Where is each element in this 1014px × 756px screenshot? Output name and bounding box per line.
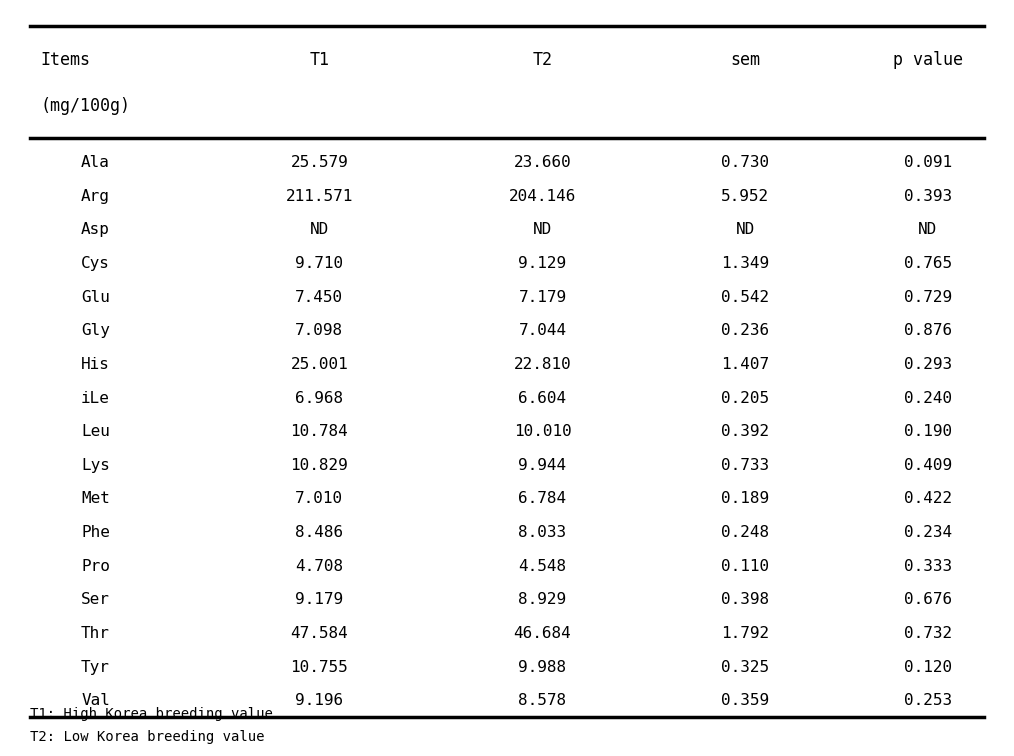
- Text: 6.604: 6.604: [518, 391, 567, 405]
- Text: 0.729: 0.729: [903, 290, 952, 305]
- Text: 0.190: 0.190: [903, 424, 952, 439]
- Text: 0.398: 0.398: [721, 593, 770, 607]
- Text: Cys: Cys: [81, 256, 110, 271]
- Text: T2: T2: [532, 51, 553, 70]
- Text: 8.486: 8.486: [295, 525, 344, 540]
- Text: p value: p value: [892, 51, 963, 70]
- Text: 0.542: 0.542: [721, 290, 770, 305]
- Text: 0.422: 0.422: [903, 491, 952, 507]
- Text: iLe: iLe: [81, 391, 110, 405]
- Text: Val: Val: [81, 693, 110, 708]
- Text: 0.091: 0.091: [903, 155, 952, 170]
- Text: 6.784: 6.784: [518, 491, 567, 507]
- Text: T1: T1: [309, 51, 330, 70]
- Text: Items: Items: [41, 51, 90, 70]
- Text: 0.234: 0.234: [903, 525, 952, 540]
- Text: 0.409: 0.409: [903, 458, 952, 472]
- Text: 0.240: 0.240: [903, 391, 952, 405]
- Text: Tyr: Tyr: [81, 660, 110, 674]
- Text: T2: Low Korea breeding value: T2: Low Korea breeding value: [30, 730, 265, 744]
- Text: 1.792: 1.792: [721, 626, 770, 641]
- Text: ND: ND: [736, 222, 754, 237]
- Text: 211.571: 211.571: [286, 189, 353, 203]
- Text: Thr: Thr: [81, 626, 110, 641]
- Text: 9.179: 9.179: [295, 593, 344, 607]
- Text: 10.829: 10.829: [291, 458, 348, 472]
- Text: 25.001: 25.001: [291, 357, 348, 372]
- Text: 10.010: 10.010: [514, 424, 571, 439]
- Text: 0.325: 0.325: [721, 660, 770, 674]
- Text: ND: ND: [919, 222, 937, 237]
- Text: 0.205: 0.205: [721, 391, 770, 405]
- Text: 0.359: 0.359: [721, 693, 770, 708]
- Text: 0.876: 0.876: [903, 324, 952, 338]
- Text: 1.349: 1.349: [721, 256, 770, 271]
- Text: 10.784: 10.784: [291, 424, 348, 439]
- Text: Ala: Ala: [81, 155, 110, 170]
- Text: His: His: [81, 357, 110, 372]
- Text: Ser: Ser: [81, 593, 110, 607]
- Text: Asp: Asp: [81, 222, 110, 237]
- Text: 7.450: 7.450: [295, 290, 344, 305]
- Text: (mg/100g): (mg/100g): [41, 97, 131, 115]
- Text: 0.293: 0.293: [903, 357, 952, 372]
- Text: 47.584: 47.584: [291, 626, 348, 641]
- Text: 8.929: 8.929: [518, 593, 567, 607]
- Text: 0.333: 0.333: [903, 559, 952, 574]
- Text: 22.810: 22.810: [514, 357, 571, 372]
- Text: 9.988: 9.988: [518, 660, 567, 674]
- Text: 0.110: 0.110: [721, 559, 770, 574]
- Text: 0.120: 0.120: [903, 660, 952, 674]
- Text: 0.732: 0.732: [903, 626, 952, 641]
- Text: 9.944: 9.944: [518, 458, 567, 472]
- Text: 7.010: 7.010: [295, 491, 344, 507]
- Text: 7.179: 7.179: [518, 290, 567, 305]
- Text: 23.660: 23.660: [514, 155, 571, 170]
- Text: Gly: Gly: [81, 324, 110, 338]
- Text: 7.044: 7.044: [518, 324, 567, 338]
- Text: 0.765: 0.765: [903, 256, 952, 271]
- Text: Leu: Leu: [81, 424, 110, 439]
- Text: 9.196: 9.196: [295, 693, 344, 708]
- Text: ND: ND: [310, 222, 329, 237]
- Text: 1.407: 1.407: [721, 357, 770, 372]
- Text: 0.392: 0.392: [721, 424, 770, 439]
- Text: 0.189: 0.189: [721, 491, 770, 507]
- Text: 0.253: 0.253: [903, 693, 952, 708]
- Text: Arg: Arg: [81, 189, 110, 203]
- Text: 4.708: 4.708: [295, 559, 344, 574]
- Text: 46.684: 46.684: [514, 626, 571, 641]
- Text: 204.146: 204.146: [509, 189, 576, 203]
- Text: Pro: Pro: [81, 559, 110, 574]
- Text: 7.098: 7.098: [295, 324, 344, 338]
- Text: 6.968: 6.968: [295, 391, 344, 405]
- Text: T1: High Korea breeding value: T1: High Korea breeding value: [30, 708, 274, 721]
- Text: 0.393: 0.393: [903, 189, 952, 203]
- Text: 10.755: 10.755: [291, 660, 348, 674]
- Text: sem: sem: [730, 51, 760, 70]
- Text: 9.129: 9.129: [518, 256, 567, 271]
- Text: 8.033: 8.033: [518, 525, 567, 540]
- Text: 5.952: 5.952: [721, 189, 770, 203]
- Text: 9.710: 9.710: [295, 256, 344, 271]
- Text: ND: ND: [533, 222, 552, 237]
- Text: 0.676: 0.676: [903, 593, 952, 607]
- Text: Glu: Glu: [81, 290, 110, 305]
- Text: 0.248: 0.248: [721, 525, 770, 540]
- Text: 8.578: 8.578: [518, 693, 567, 708]
- Text: 0.236: 0.236: [721, 324, 770, 338]
- Text: 0.730: 0.730: [721, 155, 770, 170]
- Text: Lys: Lys: [81, 458, 110, 472]
- Text: 4.548: 4.548: [518, 559, 567, 574]
- Text: 0.733: 0.733: [721, 458, 770, 472]
- Text: 25.579: 25.579: [291, 155, 348, 170]
- Text: Met: Met: [81, 491, 110, 507]
- Text: Phe: Phe: [81, 525, 110, 540]
